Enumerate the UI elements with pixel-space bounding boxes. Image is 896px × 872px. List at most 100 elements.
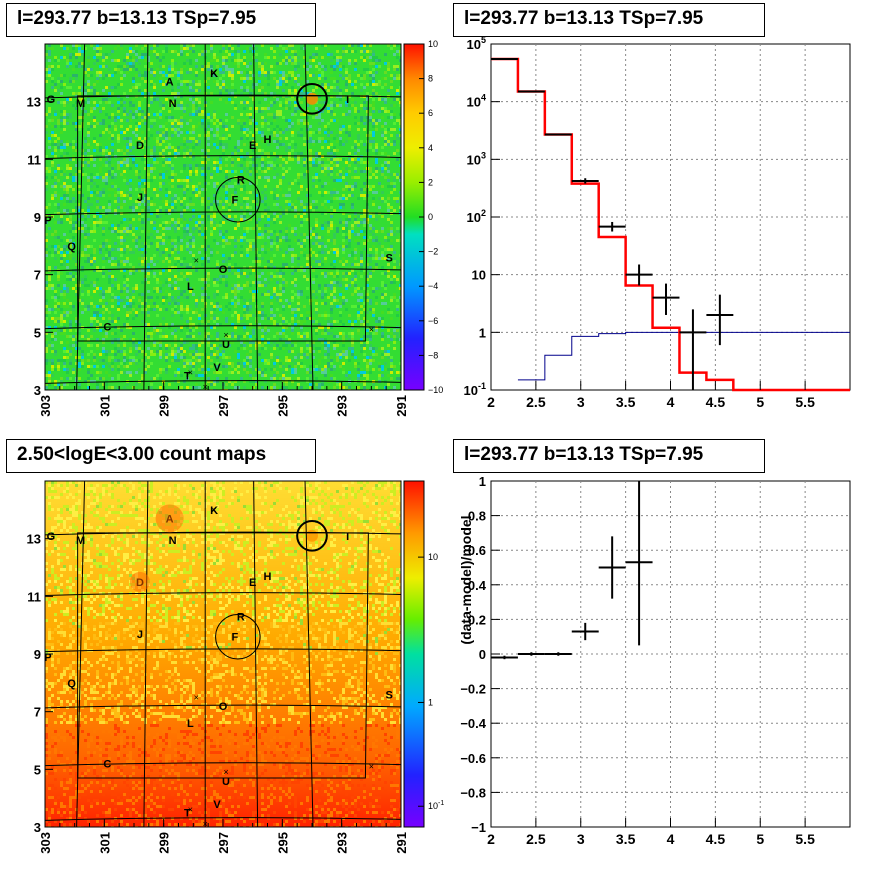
residual-pixel [171,248,174,251]
residual-pixel [366,296,369,299]
residual-pixel [120,83,123,86]
residual-pixel [153,167,156,170]
residual-pixel [363,50,366,53]
residual-pixel [192,287,195,290]
residual-pixel [207,164,210,167]
residual-pixel [189,119,192,122]
residual-pixel [93,137,96,140]
residual-pixel [315,320,318,323]
residual-pixel [123,230,126,233]
residual-pixel [123,359,126,362]
residual-pixel [387,311,390,314]
residual-pixel [195,344,198,347]
residual-pixel [210,254,213,257]
residual-pixel [90,245,93,248]
residual-pixel [333,197,336,200]
residual-pixel [90,269,93,272]
residual-pixel [312,251,315,254]
residual-pixel [237,299,240,302]
residual-pixel [177,296,180,299]
residual-pixel [174,227,177,230]
residual-pixel [321,161,324,164]
residual-pixel [222,236,225,239]
residual-pixel [282,47,285,50]
residual-pixel [60,290,63,293]
residual-pixel [339,170,342,173]
residual-pixel [372,308,375,311]
residual-pixel [153,50,156,53]
residual-pixel [66,260,69,263]
residual-pixel [351,83,354,86]
residual-pixel [285,146,288,149]
residual-pixel [198,344,201,347]
residual-pixel [267,71,270,74]
residual-pixel [48,44,51,47]
residual-pixel [246,359,249,362]
residual-pixel [258,326,261,329]
residual-pixel [102,311,105,314]
residual-pixel [336,353,339,356]
residual-pixel [99,293,102,296]
residual-pixel [192,152,195,155]
residual-pixel [387,74,390,77]
residual-pixel [141,221,144,224]
residual-pixel [108,278,111,281]
residual-pixel [66,143,69,146]
residual-pixel [180,116,183,119]
residual-pixel [201,170,204,173]
residual-pixel [303,176,306,179]
residual-pixel [132,290,135,293]
residual-pixel [267,248,270,251]
residual-pixel [165,44,168,47]
residual-pixel [267,224,270,227]
residual-pixel [219,308,222,311]
residual-pixel [120,326,123,329]
residual-pixel [363,182,366,185]
residual-pixel [243,215,246,218]
residual-pixel [210,59,213,62]
title-spectrum: l=293.77 b=13.13 TSp=7.95 [453,3,765,37]
residual-pixel [129,89,132,92]
residual-pixel [294,104,297,107]
residual-pixel [228,134,231,137]
residual-pixel [144,80,147,83]
residual-pixel [393,128,396,131]
residual-pixel [321,56,324,59]
residual-pixel [195,308,198,311]
residual-pixel [48,251,51,254]
residual-pixel [327,134,330,137]
residual-pixel [321,326,324,329]
residual-pixel [207,335,210,338]
residual-pixel [165,47,168,50]
residual-pixel [234,188,237,191]
residual-pixel [345,224,348,227]
residual-pixel [393,53,396,56]
residual-pixel [225,143,228,146]
residual-pixel [330,221,333,224]
residual-pixel [213,185,216,188]
residual-pixel [66,209,69,212]
residual-pixel [90,344,93,347]
residual-pixel [96,44,99,47]
residual-pixel [99,122,102,125]
residual-pixel [165,146,168,149]
residual-pixel [69,353,72,356]
residual-pixel [315,239,318,242]
residual-pixel [156,68,159,71]
residual-pixel [96,185,99,188]
residual-pixel [51,119,54,122]
residual-pixel [273,221,276,224]
residual-pixel [381,125,384,128]
residual-pixel [159,323,162,326]
residual-pixel [351,332,354,335]
residual-pixel [135,212,138,215]
residual-pixel [339,104,342,107]
residual-pixel [138,305,141,308]
residual-pixel [384,350,387,353]
residual-pixel [264,332,267,335]
residual-pixel [75,293,78,296]
residual-pixel [90,296,93,299]
residual-pixel [120,65,123,68]
residual-pixel [315,206,318,209]
residual-pixel [387,353,390,356]
